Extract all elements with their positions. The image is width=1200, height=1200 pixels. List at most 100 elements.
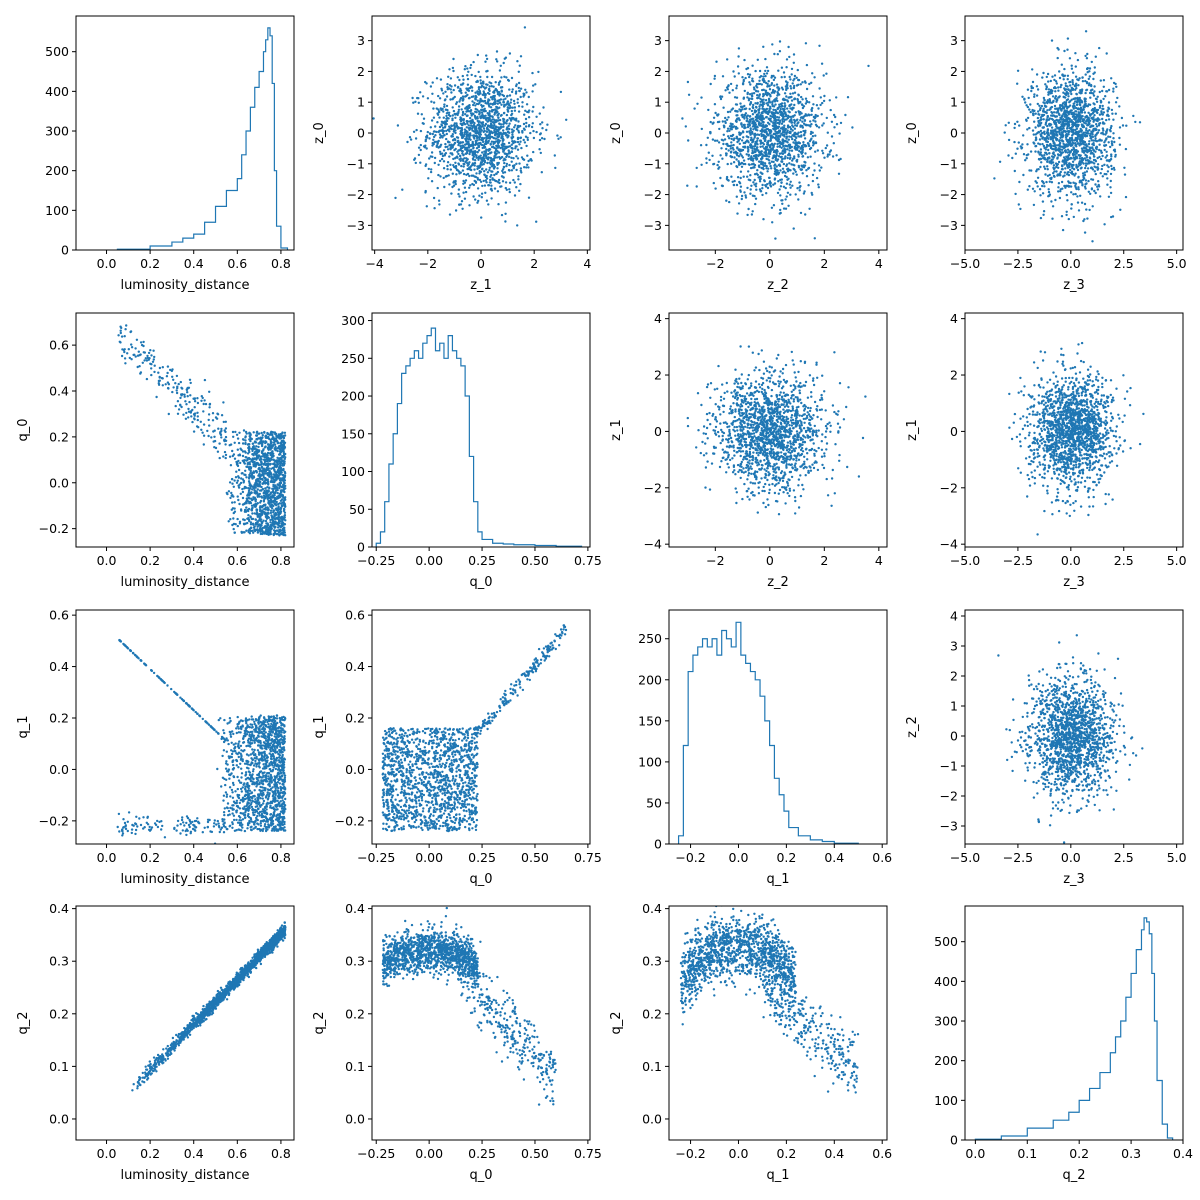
scatter-point xyxy=(472,123,476,127)
scatter-point xyxy=(436,121,439,124)
scatter-point xyxy=(1092,127,1095,131)
scatter-point xyxy=(793,97,797,101)
scatter-point xyxy=(1047,91,1050,94)
scatter-point xyxy=(796,147,799,150)
scatter-point xyxy=(725,142,729,146)
scatter-point xyxy=(1085,154,1089,158)
scatter-point xyxy=(1085,81,1089,84)
scatter-point xyxy=(472,155,476,158)
scatter-point xyxy=(747,153,750,156)
scatter-point xyxy=(1118,136,1121,140)
scatter-point xyxy=(1098,139,1102,142)
scatter-point xyxy=(1102,97,1105,101)
scatter-point xyxy=(527,159,530,163)
scatter-point xyxy=(1088,129,1091,132)
scatter-point xyxy=(1081,119,1085,122)
scatter-point xyxy=(443,99,447,102)
scatter-point xyxy=(788,75,791,79)
scatter-point xyxy=(1075,106,1078,110)
scatter-point xyxy=(505,76,508,79)
scatter-point xyxy=(408,136,412,139)
scatter-point xyxy=(1026,105,1030,109)
scatter-point xyxy=(1014,192,1017,196)
scatter-point xyxy=(1048,180,1052,183)
scatter-point xyxy=(744,76,747,80)
scatter-point xyxy=(781,138,784,141)
scatter-point xyxy=(799,116,803,120)
scatter-point xyxy=(489,178,492,182)
scatter-point xyxy=(745,130,749,133)
scatter-point xyxy=(524,88,527,92)
scatter-point xyxy=(726,88,730,91)
scatter-point xyxy=(491,145,495,148)
scatter-point xyxy=(776,86,779,89)
scatter-point xyxy=(1061,140,1064,143)
scatter-point xyxy=(1063,113,1066,116)
scatter-point xyxy=(472,158,475,161)
scatter-point xyxy=(762,121,765,124)
scatter-point xyxy=(428,137,431,140)
scatter-point xyxy=(1053,74,1057,77)
scatter-point xyxy=(1114,101,1118,104)
scatter-point xyxy=(1066,120,1070,124)
scatter-point xyxy=(531,122,534,125)
scatter-point xyxy=(1069,109,1072,112)
scatter-point xyxy=(766,186,770,190)
scatter-point xyxy=(448,68,451,71)
scatter-point xyxy=(748,81,751,84)
scatter-point xyxy=(747,136,750,139)
scatter-point xyxy=(1064,105,1067,108)
scatter-point xyxy=(811,193,814,196)
scatter-point xyxy=(1046,124,1049,128)
scatter-point xyxy=(1087,190,1091,193)
scatter-point xyxy=(440,108,443,112)
scatter-point xyxy=(765,66,769,69)
scatter-point xyxy=(1058,196,1062,200)
scatter-point xyxy=(1057,160,1061,164)
scatter-point xyxy=(1088,134,1092,137)
scatter-point xyxy=(503,75,506,79)
scatter-point xyxy=(474,181,478,184)
scatter-point xyxy=(817,107,820,110)
scatter-point xyxy=(1063,149,1067,153)
scatter-point xyxy=(463,186,467,189)
scatter-point xyxy=(445,104,449,108)
scatter-point xyxy=(460,149,464,153)
plot-area xyxy=(117,324,287,537)
scatter-point xyxy=(1096,156,1099,160)
scatter-point xyxy=(1089,157,1092,160)
scatter-point xyxy=(758,69,762,73)
scatter-point xyxy=(801,172,804,175)
scatter-point xyxy=(743,191,746,194)
scatter-point xyxy=(755,106,758,109)
scatter-point xyxy=(468,150,472,154)
scatter-point xyxy=(463,133,466,136)
scatter-point xyxy=(820,113,823,116)
scatter-point xyxy=(810,81,813,85)
scatter-point xyxy=(1050,181,1054,184)
scatter-point xyxy=(751,97,754,101)
x-tick-label: 5.0 xyxy=(1167,256,1187,271)
scatter-point xyxy=(438,116,441,119)
scatter-point xyxy=(1084,30,1088,33)
scatter-point xyxy=(733,156,736,159)
scatter-point xyxy=(515,162,518,165)
scatter-point xyxy=(1068,104,1072,107)
scatter-point xyxy=(485,70,488,73)
scatter-point xyxy=(479,180,483,183)
scatter-point xyxy=(804,145,807,148)
scatter-point xyxy=(739,185,743,188)
scatter-point xyxy=(474,159,477,162)
scatter-point xyxy=(516,101,519,104)
scatter-point xyxy=(1086,71,1089,74)
scatter-point xyxy=(468,186,471,189)
scatter-point xyxy=(495,144,498,147)
scatter-point xyxy=(433,207,436,210)
scatter-point xyxy=(1041,192,1045,195)
scatter-point xyxy=(801,106,805,110)
scatter-point xyxy=(1023,101,1027,104)
scatter-point xyxy=(726,110,730,114)
scatter-point xyxy=(1051,118,1055,122)
scatter-point xyxy=(1091,240,1094,243)
scatter-point xyxy=(724,89,727,92)
